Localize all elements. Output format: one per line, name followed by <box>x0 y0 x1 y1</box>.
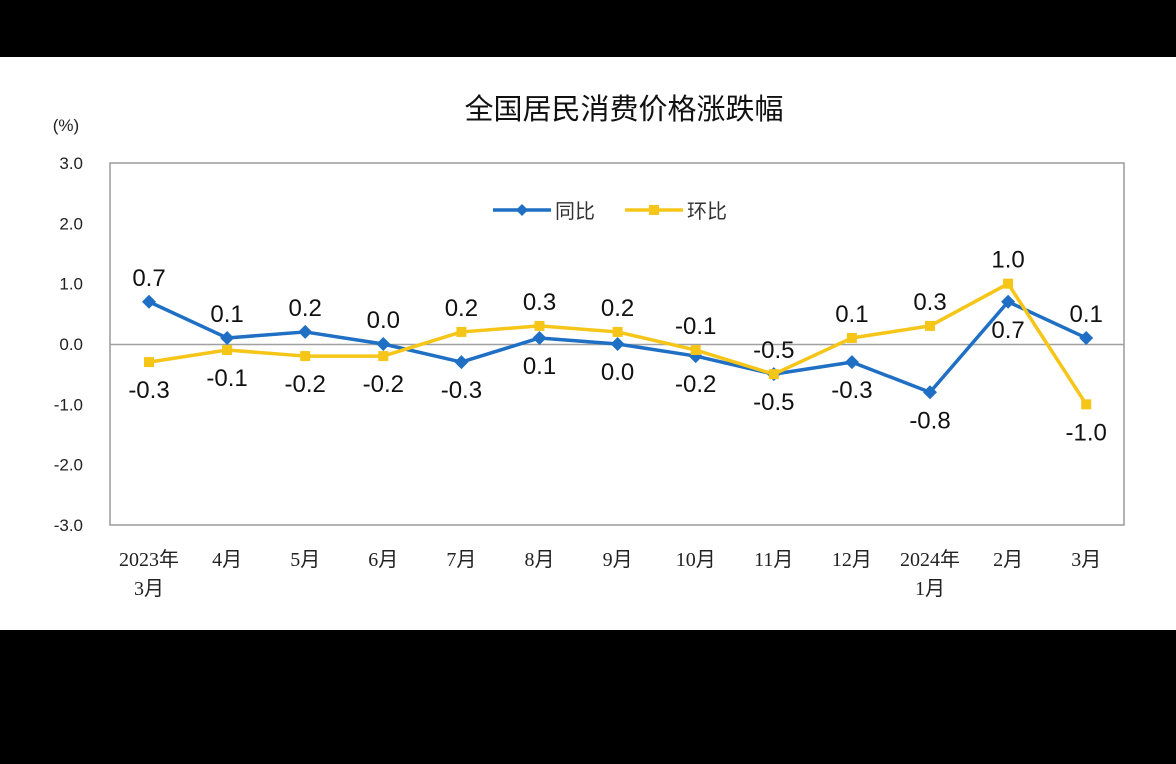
data-point <box>690 345 701 356</box>
chart-title: 全国居民消费价格涨跌幅 <box>464 92 783 126</box>
data-point <box>376 337 391 351</box>
data-label: -0.2 <box>285 371 326 398</box>
data-point <box>923 385 937 400</box>
data-label: 0.0 <box>367 307 400 334</box>
data-label: -0.1 <box>206 365 247 392</box>
legend-marker <box>516 204 528 216</box>
x-tick-label: 7月 <box>446 549 476 571</box>
x-tick-label: 11月 <box>754 549 793 571</box>
data-label: 0.1 <box>523 353 556 380</box>
legend-label: 环比 <box>687 199 727 223</box>
series-lines <box>142 278 1094 410</box>
x-tick-label: 8月 <box>525 549 555 571</box>
data-point <box>222 345 233 356</box>
series-同比 <box>142 294 1094 400</box>
x-tick-label: 2月 <box>993 549 1023 571</box>
data-point <box>454 355 469 370</box>
legend-item: 环比 <box>625 199 727 223</box>
data-label: 0.1 <box>1070 301 1103 328</box>
chart-panel <box>0 57 1176 630</box>
legend: 同比 环比 <box>493 199 727 223</box>
data-label: 0.2 <box>601 295 634 322</box>
y-axis-unit: (%) <box>53 116 79 135</box>
data-point <box>1003 278 1014 289</box>
x-tick-label: 10月 <box>676 549 716 571</box>
data-point <box>768 369 779 380</box>
legend-item: 同比 <box>493 199 595 223</box>
x-tick-label: 2023年 <box>119 548 179 571</box>
x-tick-label: 12月 <box>832 549 872 571</box>
y-tick-label: 0.0 <box>59 335 83 354</box>
data-point <box>298 324 313 339</box>
y-tick-label: -2.0 <box>54 456 83 475</box>
data-label: -0.1 <box>675 313 716 340</box>
data-label: 0.7 <box>132 265 165 292</box>
x-tick-label: 9月 <box>603 549 633 571</box>
data-label: -0.5 <box>753 389 794 416</box>
data-label: -0.3 <box>128 377 169 404</box>
data-label: 0.1 <box>210 301 243 328</box>
data-point <box>300 351 311 362</box>
data-label: -0.5 <box>753 337 794 364</box>
data-point <box>142 294 156 309</box>
data-point <box>532 330 547 345</box>
y-tick-label: 3.0 <box>59 154 83 173</box>
data-point <box>378 351 389 362</box>
data-point <box>144 357 154 368</box>
data-label: -0.2 <box>675 371 716 398</box>
x-tick-label: 2024年 <box>900 548 960 571</box>
x-tick-label: 5月 <box>290 549 320 571</box>
y-tick-label: -1.0 <box>54 395 83 414</box>
x-tick-label: 4月 <box>212 549 242 571</box>
series-环比 <box>144 278 1092 410</box>
data-point <box>610 337 625 351</box>
y-tick-label: 1.0 <box>59 275 83 294</box>
x-tick-label: 3月 <box>134 578 164 600</box>
data-point <box>456 326 467 337</box>
data-point <box>846 332 857 343</box>
data-label: 0.3 <box>913 289 946 316</box>
y-axis-ticks: 3.0 2.0 1.0 0.0 -1.0 -2.0 -3.0 <box>54 154 83 535</box>
data-label: -1.0 <box>1066 419 1107 446</box>
data-labels: 0.7 -0.3 0.1 -0.1 0.2 -0.2 0.0 -0.2 -0.3 0.2 0.1 0.… <box>128 247 1107 447</box>
data-label: 0.2 <box>445 295 478 322</box>
x-tick-label: 1月 <box>915 578 945 600</box>
data-point <box>1079 330 1094 345</box>
x-tick-label: 3月 <box>1071 549 1101 571</box>
data-label: 0.2 <box>289 295 322 322</box>
y-tick-label: -3.0 <box>54 516 83 535</box>
data-label: -0.3 <box>831 377 872 404</box>
data-label: -0.3 <box>441 377 482 404</box>
y-tick-label: 2.0 <box>59 214 83 233</box>
data-point <box>1001 294 1016 309</box>
data-point <box>534 320 545 331</box>
data-label: 0.0 <box>601 359 634 386</box>
x-axis-ticks: 2023年 3月 4月 5月 6月 7月 8月 9月 10月 11月 12月 2024年 1月 2月 3月 <box>119 548 1101 600</box>
data-label: 1.0 <box>991 247 1024 274</box>
data-label: -0.8 <box>909 407 950 434</box>
data-point <box>844 355 859 370</box>
legend-marker <box>649 205 659 215</box>
data-point <box>1081 399 1092 410</box>
data-label: 0.7 <box>991 317 1024 344</box>
data-label: 0.1 <box>835 301 868 328</box>
data-point <box>220 330 235 345</box>
data-point <box>925 320 935 331</box>
data-point <box>612 326 623 337</box>
x-tick-label: 6月 <box>368 549 398 571</box>
data-label: 0.3 <box>523 289 556 316</box>
data-label: -0.2 <box>363 371 404 398</box>
legend-label: 同比 <box>555 199 595 223</box>
